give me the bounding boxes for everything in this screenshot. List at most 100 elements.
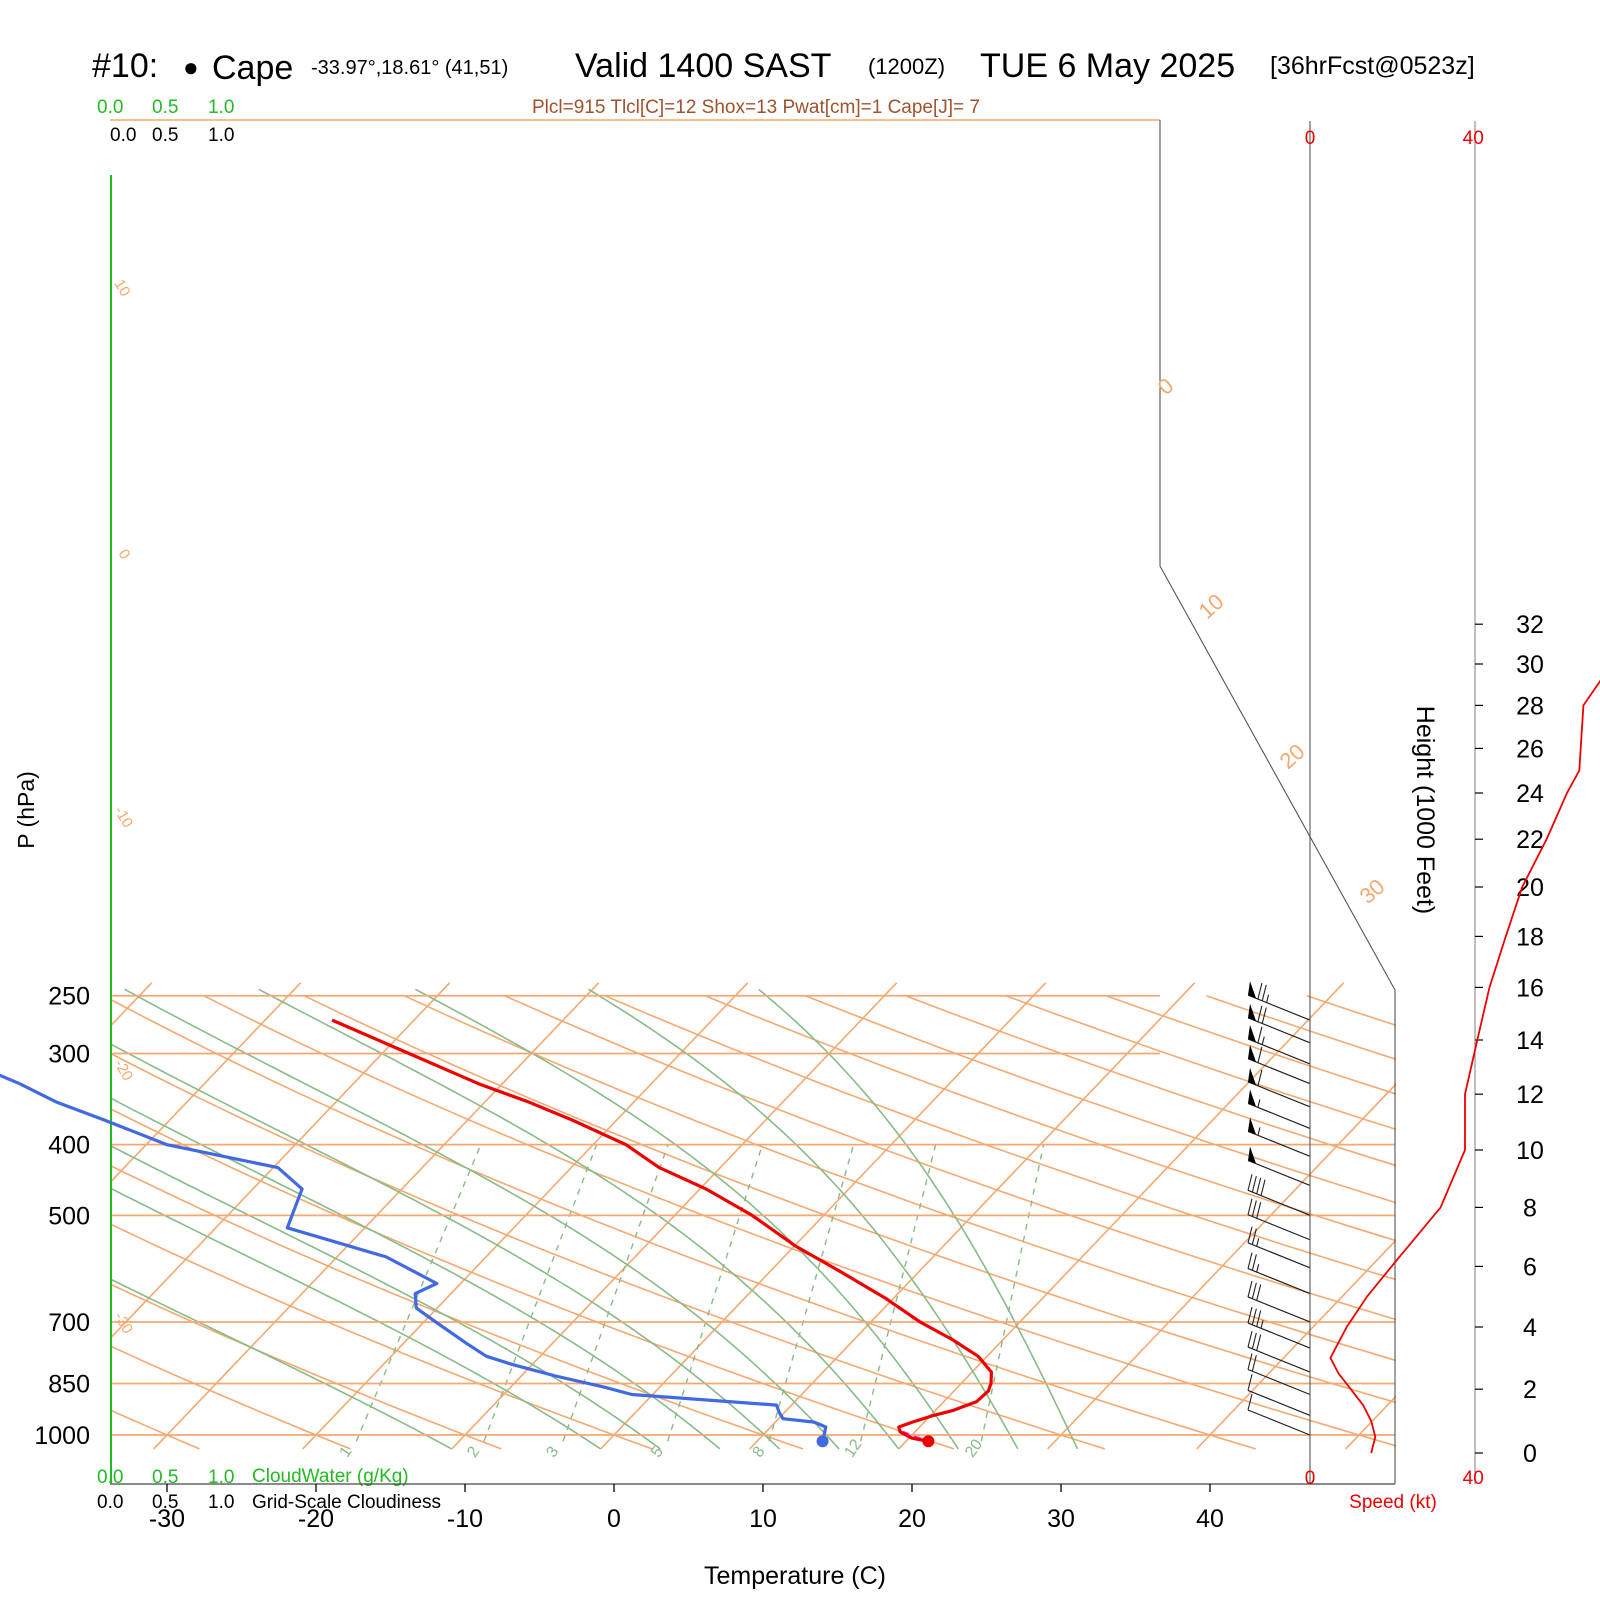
mixing-ratio-line	[483, 1144, 598, 1442]
moist-adiabat-line	[110, 1144, 661, 1450]
scale-top: 0.0 0.5 1.0 0.0 0.5 1.0	[97, 97, 234, 146]
dry-adiabat-line	[110, 1283, 502, 1450]
cloudwater-scale-tick: 0.5	[152, 1467, 178, 1488]
moist-adiabat-line	[110, 1096, 721, 1450]
wind-barb	[1247, 1393, 1311, 1436]
height-tick-label: 2	[1523, 1376, 1537, 1404]
speed-axis-title: Speed (kt)	[1349, 1492, 1437, 1513]
utc-time: (1200Z)	[868, 54, 945, 79]
barb-feather	[1247, 1174, 1253, 1191]
barb-feather	[1257, 1069, 1263, 1086]
barb-feather	[1251, 1175, 1257, 1193]
wind-barb	[1247, 1374, 1311, 1416]
barb-staff	[1247, 1268, 1311, 1295]
dry-adiabat-line	[1507, 996, 1600, 1449]
wind-barb	[1247, 1117, 1311, 1157]
dry-adiabat-line	[110, 1052, 1106, 1450]
height-tick-label: 4	[1523, 1314, 1537, 1342]
wind-barb	[1247, 1353, 1311, 1396]
y-tick-label: 850	[48, 1371, 90, 1399]
barb-feather	[1256, 1334, 1262, 1351]
sounding-indices: Plcl=915 Tlcl[C]=12 Shox=13 Pwat[cm]=1 C…	[532, 97, 980, 118]
barb-staff	[1247, 1346, 1311, 1373]
barb-staff	[1247, 1409, 1311, 1436]
cloudiness-scale-tick: 1.0	[208, 125, 234, 146]
station-id: #10:	[92, 47, 158, 85]
height-tick-label: 12	[1516, 1081, 1544, 1109]
dry-adiabat-line	[110, 1107, 955, 1450]
barb-feather	[1247, 1280, 1253, 1298]
barb-feather	[1251, 1355, 1257, 1372]
barb-feather	[1251, 1200, 1257, 1217]
barb-half-feather	[1256, 1263, 1260, 1273]
barb-feather	[1256, 1202, 1262, 1219]
cloudwater-label: CloudWater (g/Kg)	[252, 1466, 409, 1487]
height-tick-label: 20	[1516, 874, 1544, 902]
scale-bottom: 0.0 0.5 1.0 CloudWater (g/Kg) 0.0 0.5 1.…	[97, 1466, 441, 1513]
mixing-ratio-label: 8	[750, 1444, 769, 1461]
wind-barb	[1247, 1146, 1311, 1187]
surface-temperature-dot	[922, 1435, 935, 1448]
x-tick-label: 0	[607, 1505, 621, 1533]
wind-barb	[1247, 981, 1311, 1021]
dry-adiabat-line	[704, 994, 1396, 1242]
isotherm-label: -30	[111, 1310, 137, 1337]
barb-staff	[1247, 1322, 1311, 1349]
height-tick-label: 10	[1516, 1137, 1544, 1165]
isotherm-line	[1495, 983, 1600, 1449]
temperature-line	[331, 1018, 994, 1443]
dry-adiabat-line	[110, 1222, 653, 1450]
barb-feather	[1247, 1252, 1253, 1269]
height-tick-label: 0	[1523, 1440, 1537, 1468]
dry-adiabat-line	[604, 994, 1396, 1281]
barb-feather	[1247, 1393, 1253, 1411]
moist-adiabat-line	[258, 988, 900, 1450]
mixing-ratio-label: 2	[464, 1444, 483, 1461]
barb-staff	[1247, 1368, 1311, 1396]
x-tick-label: 40	[1196, 1505, 1224, 1533]
barb-feather	[1256, 1177, 1262, 1194]
barb-staff	[1247, 1214, 1311, 1241]
dry-adiabat-line	[203, 994, 1396, 1447]
barb-feather	[1251, 1308, 1257, 1325]
barb-feather	[1247, 1306, 1253, 1324]
isotherm-line	[0, 983, 3, 1449]
y-tick-label: 1000	[34, 1422, 90, 1450]
x-tick-label: 10	[749, 1505, 777, 1533]
barb-half-feather	[1260, 1320, 1264, 1329]
height-tick-label: 32	[1516, 611, 1544, 639]
x-tick-label: -30	[149, 1505, 185, 1533]
barb-feather	[1251, 1254, 1257, 1271]
barb-feather	[1260, 1179, 1266, 1196]
isotherm-line	[110, 982, 302, 1184]
station-name: Cape	[212, 49, 293, 87]
barb-staff	[1247, 1038, 1311, 1065]
wind-barb	[1247, 1280, 1311, 1323]
height-axis-title: Height (1000 Feet)	[1411, 706, 1439, 914]
barb-pennant	[1248, 1024, 1257, 1043]
cloudwater-scale-tick: 0.5	[152, 97, 178, 118]
height-tick-label: 22	[1516, 826, 1544, 854]
height-tick-label: 8	[1523, 1194, 1537, 1222]
dry-adiabat-line	[504, 994, 1396, 1321]
surface-dewpoint-dot	[816, 1435, 829, 1448]
isotherm-label: 20	[1275, 739, 1310, 774]
mixing-ratio-label: 20	[962, 1436, 986, 1460]
barb-half-feather	[1261, 1036, 1265, 1045]
y-tick-label: 300	[48, 1041, 90, 1069]
barb-feather	[1257, 1005, 1263, 1022]
moist-adiabat-line	[110, 1187, 602, 1450]
wind-speed-line	[1329, 679, 1600, 1454]
barb-feather	[1251, 1282, 1257, 1299]
mixing-ratio-label: 1	[336, 1444, 355, 1461]
height-tick-label: 16	[1516, 974, 1544, 1002]
isotherm-label: 30	[1355, 874, 1390, 909]
mixing-ratio-line	[768, 1144, 855, 1442]
y-axis-title: P (hPa)	[13, 771, 39, 849]
moist-adiabat-line	[588, 988, 1019, 1450]
dewpoint-line	[0, 1073, 828, 1442]
barb-staff	[1247, 1081, 1311, 1108]
speed-tick-label: 0	[1305, 128, 1316, 149]
barb-pennant	[1248, 1044, 1257, 1062]
